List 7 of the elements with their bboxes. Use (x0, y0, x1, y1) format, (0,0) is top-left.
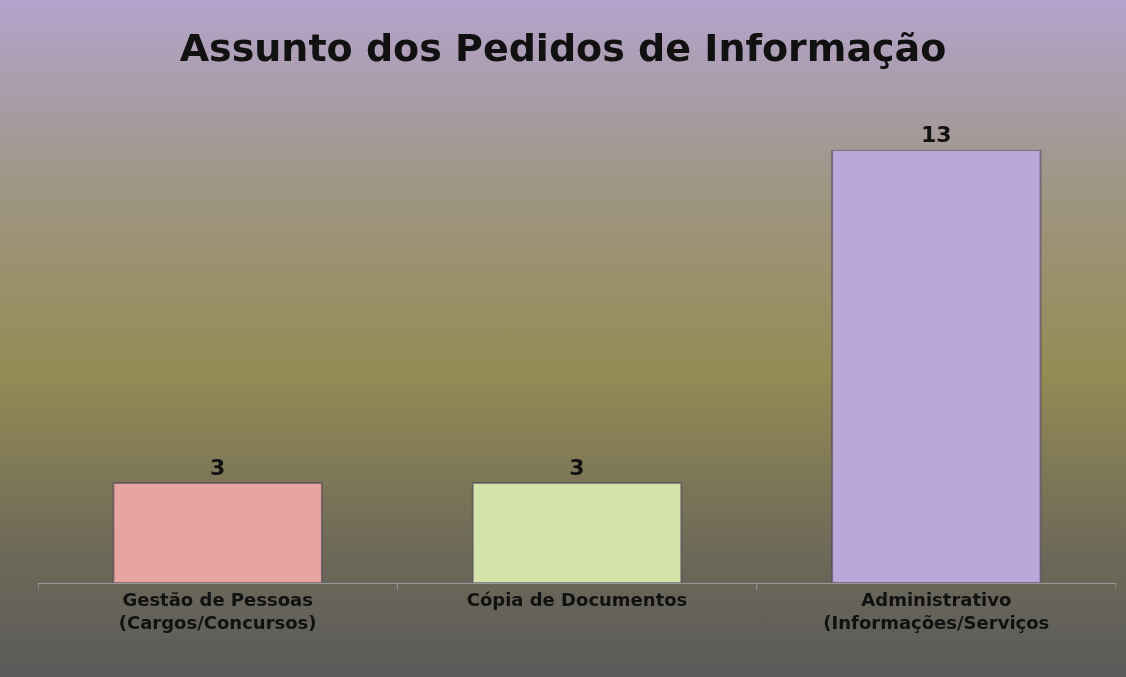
x-tick-label: Administrativo (Informações/Serviços (823, 588, 1050, 633)
data-label: 3 (569, 455, 585, 481)
chart-title: Assunto dos Pedidos de Informação (179, 25, 947, 70)
data-label: 3 (210, 455, 226, 481)
data-label: 13 (921, 122, 952, 147)
x-tick-label: Cópia de Documentos (466, 588, 688, 610)
x-tick-label: Gestão de Pessoas (Cargos/Concursos) (118, 588, 317, 633)
